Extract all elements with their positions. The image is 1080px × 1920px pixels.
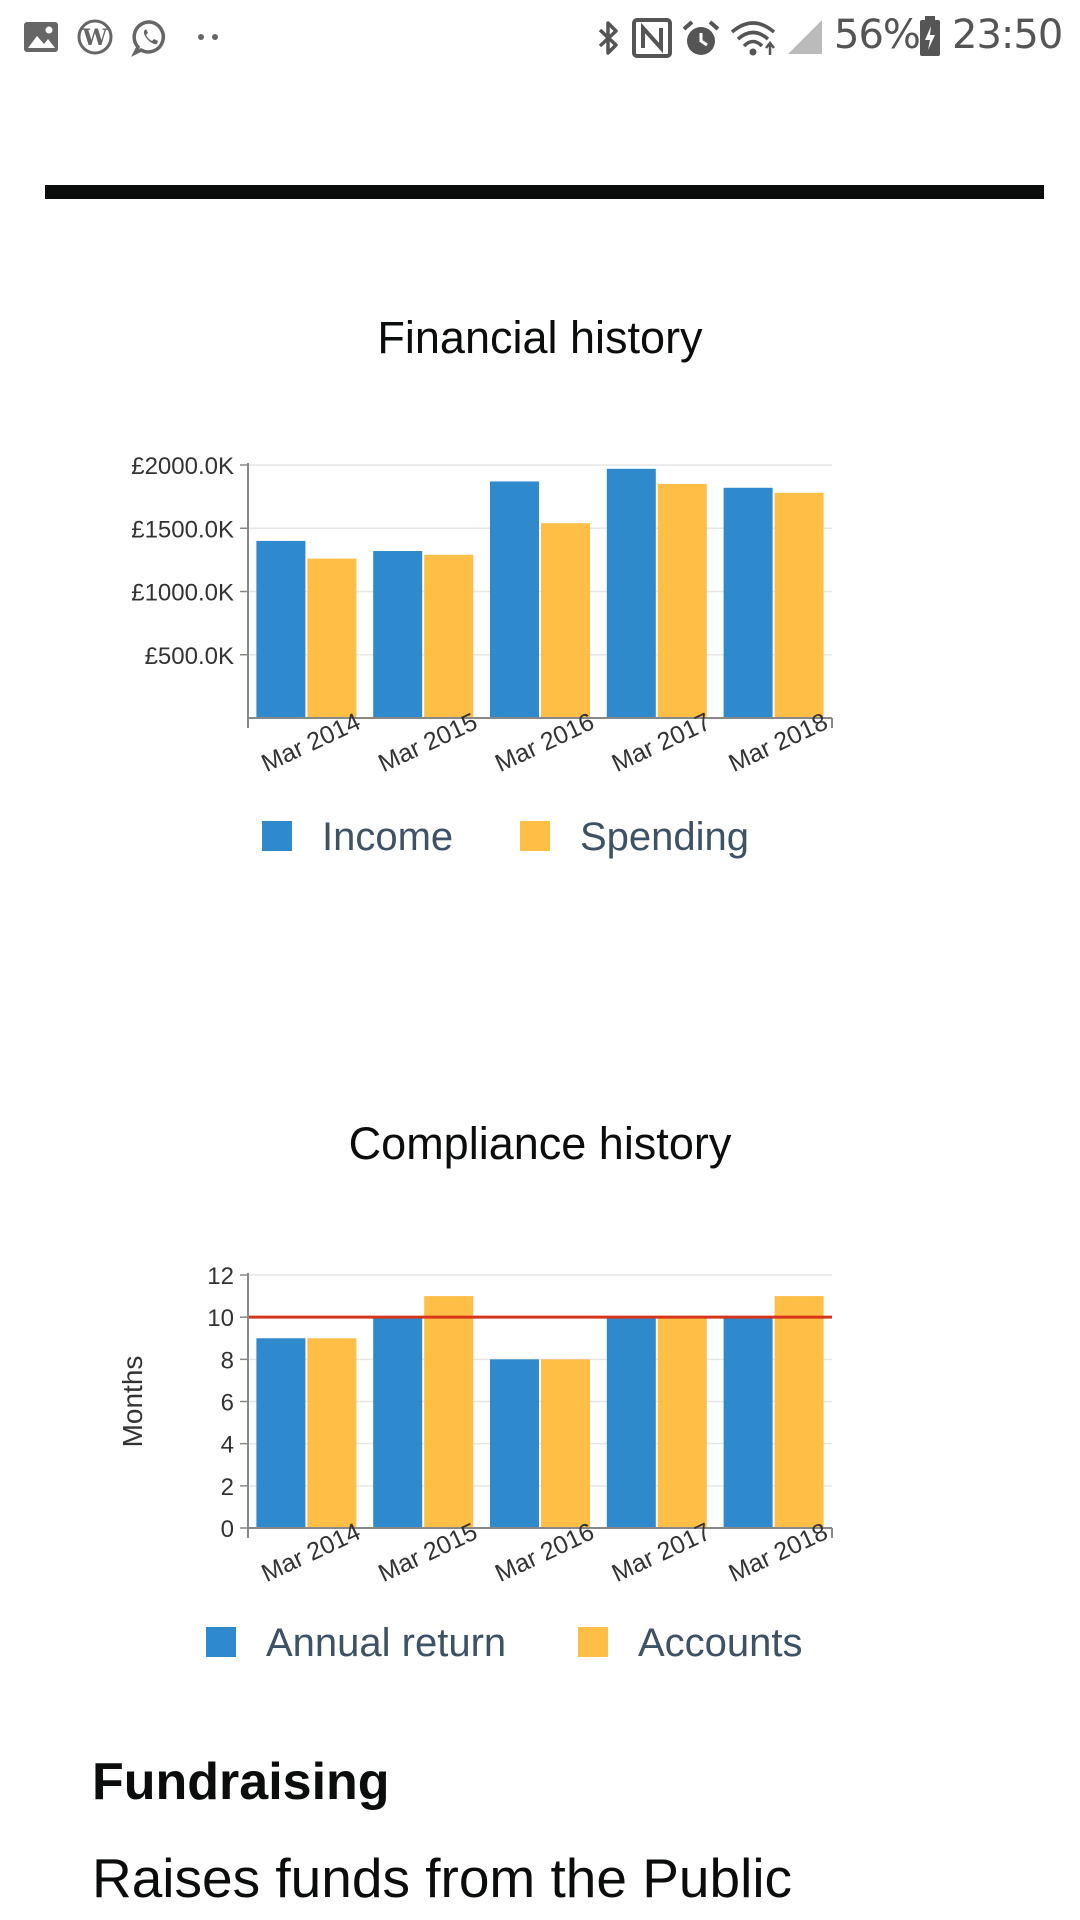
bar-income <box>723 487 773 718</box>
y-axis-label: Months <box>117 1356 148 1448</box>
bar-accounts <box>774 1296 824 1528</box>
bar-annual-return <box>490 1359 539 1528</box>
bar-annual-return <box>606 1317 656 1528</box>
legend-label: Annual return <box>266 1621 506 1665</box>
bar-income <box>606 468 656 718</box>
bar-accounts <box>657 1317 707 1528</box>
wordpress-icon: W <box>77 19 113 55</box>
y-tick-label: 2 <box>221 1474 234 1501</box>
fundraising-text: Raises funds from the Public <box>92 1847 793 1909</box>
compliance-chart-title: Compliance history <box>348 1118 732 1169</box>
legend-swatch <box>206 1627 236 1657</box>
bar-annual-return <box>256 1338 306 1528</box>
y-tick-label: 8 <box>221 1347 234 1374</box>
bar-spending <box>541 523 590 718</box>
y-tick-label: £1000.0K <box>131 580 234 607</box>
y-tick-label: 12 <box>207 1263 234 1290</box>
battery-percent: 56% <box>834 12 921 58</box>
y-tick-label: £1500.0K <box>131 516 234 543</box>
legend-swatch <box>578 1627 608 1657</box>
bar-spending <box>307 558 357 718</box>
legend-label: Income <box>322 815 453 859</box>
bar-income <box>490 481 539 718</box>
y-tick-label: 6 <box>221 1390 234 1417</box>
financial-chart-title: Financial history <box>377 312 703 363</box>
y-tick-label: 4 <box>221 1432 234 1459</box>
wifi-icon <box>730 21 776 56</box>
fundraising-heading: Fundraising <box>92 1753 390 1811</box>
clock: 23:50 <box>952 12 1063 58</box>
bar-income <box>373 551 423 718</box>
y-tick-label: 0 <box>221 1516 234 1543</box>
bluetooth-icon <box>598 21 618 55</box>
svg-text:W: W <box>82 25 108 51</box>
legend-swatch <box>520 821 550 851</box>
bar-accounts <box>307 1338 357 1528</box>
bar-annual-return <box>723 1317 773 1528</box>
whatsapp-icon <box>131 20 166 57</box>
legend-label: Accounts <box>638 1621 803 1665</box>
legend-label: Spending <box>580 815 749 859</box>
image-icon <box>24 22 58 52</box>
bar-accounts <box>541 1359 590 1528</box>
legend-swatch <box>262 821 292 851</box>
nfc-icon <box>632 18 672 58</box>
y-tick-label: £2000.0K <box>131 453 234 480</box>
bar-spending <box>657 483 707 718</box>
signal-icon <box>788 20 822 54</box>
bar-accounts <box>424 1296 474 1528</box>
y-tick-label: 10 <box>207 1305 234 1332</box>
status-bar: W <box>0 0 1080 74</box>
battery-icon <box>920 16 940 56</box>
more-dots-icon <box>198 34 218 40</box>
bar-spending <box>774 492 824 718</box>
bar-spending <box>424 554 474 718</box>
y-tick-label: £500.0K <box>145 643 234 670</box>
section-divider <box>45 185 1044 199</box>
bar-income <box>256 540 306 718</box>
bar-annual-return <box>373 1317 423 1528</box>
alarm-icon <box>682 20 720 55</box>
